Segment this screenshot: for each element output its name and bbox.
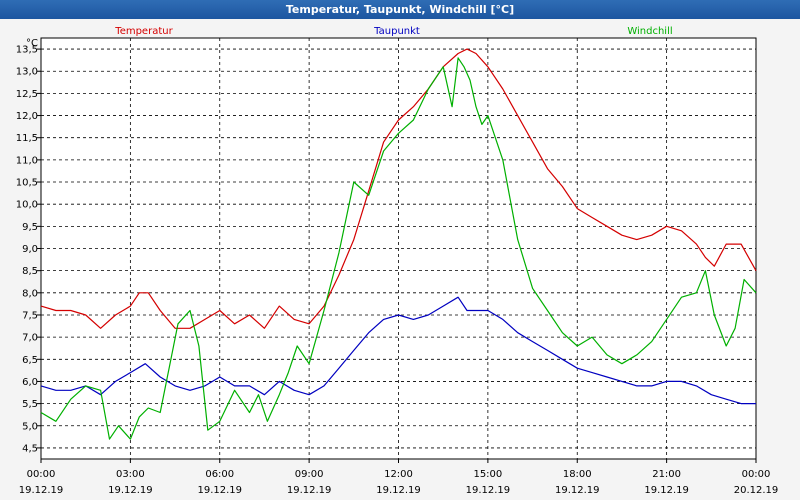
y-tick-label: 13,0 xyxy=(16,67,38,78)
y-tick-label: 10,0 xyxy=(16,200,38,211)
series-line-windchill xyxy=(40,57,757,440)
line-chart: °C 4,5 5,0 5,5 6,0 6,5 7,0 7,5 8,0 8,5 9,0 9,5 10,0… xyxy=(16,26,779,496)
x-tick-date: 19.12.19 xyxy=(376,485,421,496)
legend-taupunkt: Taupunkt xyxy=(373,26,420,37)
y-tick-label: 12,5 xyxy=(16,89,38,100)
window-title: Temperatur, Taupunkt, Windchill [°C] xyxy=(0,0,800,19)
y-tick-label: 8,0 xyxy=(22,288,38,299)
y-tick-label: 10,5 xyxy=(16,178,38,189)
y-tick-label: 4,5 xyxy=(22,443,38,454)
x-tick-time: 12:00 xyxy=(384,469,413,480)
x-tick-time: 18:00 xyxy=(563,469,592,480)
x-tick-date: 19.12.19 xyxy=(19,485,64,496)
grid-lines xyxy=(41,38,756,459)
series-line-taupunkt xyxy=(40,296,756,405)
x-tick-date: 20.12.19 xyxy=(734,485,779,496)
x-tick-time: 03:00 xyxy=(116,469,145,480)
y-tick-label: 9,0 xyxy=(22,244,38,255)
y-tick-label: 12,0 xyxy=(16,111,38,122)
y-tick-label: 5,5 xyxy=(22,399,38,410)
series-lines xyxy=(40,48,757,440)
y-tick-label: 6,5 xyxy=(22,355,38,366)
y-tick-label: 11,5 xyxy=(16,133,38,144)
x-tick-date: 19.12.19 xyxy=(108,485,153,496)
y-tick-label: 6,0 xyxy=(22,377,38,388)
y-unit-label: °C xyxy=(26,38,38,49)
legend-windchill: Windchill xyxy=(627,26,672,37)
y-tick-label: 8,5 xyxy=(22,266,38,277)
x-tick-date: 19.12.19 xyxy=(555,485,600,496)
y-tick-label: 7,5 xyxy=(22,310,38,321)
x-tick-date: 19.12.19 xyxy=(644,485,689,496)
y-tick-label: 11,0 xyxy=(16,155,38,166)
x-tick-date: 19.12.19 xyxy=(466,485,511,496)
x-tick-time: 00:00 xyxy=(27,469,56,480)
y-tick-label: 9,5 xyxy=(22,222,38,233)
x-tick-time: 21:00 xyxy=(652,469,681,480)
series-line-temperatur xyxy=(40,48,757,329)
legend: Temperatur Taupunkt Windchill xyxy=(114,26,672,37)
y-axis-ticks: 4,5 5,0 5,5 6,0 6,5 7,0 7,5 8,0 8,5 9,0 9,5 10,0 10,… xyxy=(16,45,41,454)
x-tick-date: 19.12.19 xyxy=(287,485,332,496)
y-tick-label: 5,0 xyxy=(22,421,38,432)
x-axis-ticks: 00:00 19.12.19 03:00 19.12.19 06:00 19.12.19 0… xyxy=(19,459,779,496)
legend-temperatur: Temperatur xyxy=(114,26,173,37)
x-tick-time: 15:00 xyxy=(473,469,502,480)
x-tick-time: 09:00 xyxy=(295,469,324,480)
y-tick-label: 7,0 xyxy=(22,333,38,344)
x-tick-time: 00:00 xyxy=(742,469,771,480)
x-tick-time: 06:00 xyxy=(205,469,234,480)
y-tick-label: 13,5 xyxy=(16,45,38,56)
x-tick-date: 19.12.19 xyxy=(197,485,242,496)
